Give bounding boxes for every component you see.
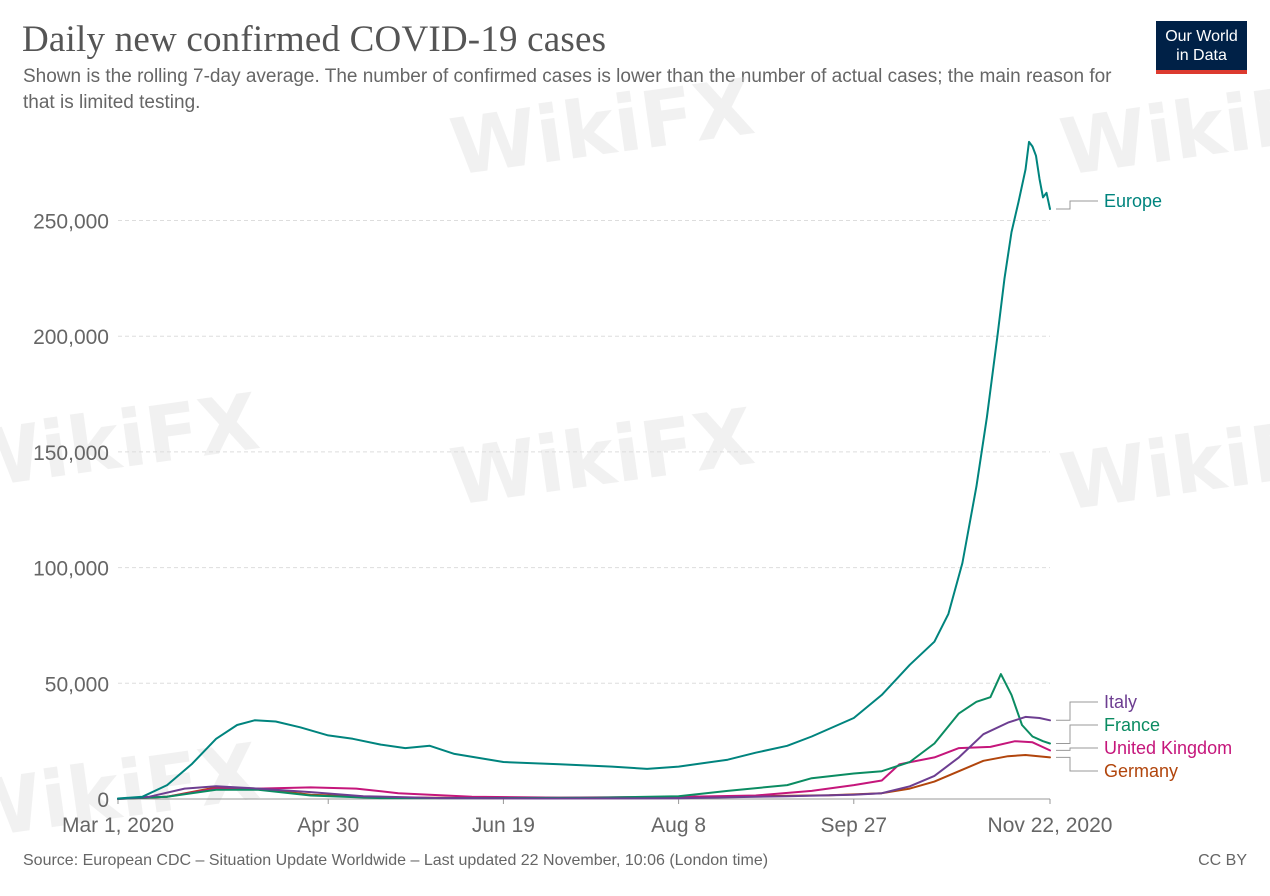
watermark-text: WikiFX (1055, 62, 1270, 194)
label-connector-europe (1056, 200, 1098, 210)
label-connector-france (1056, 724, 1098, 744)
series-line-europe (117, 140, 1051, 800)
series-lines (117, 140, 1051, 800)
y-axis-ticks: 0 50,000 100,000 150,000 200,000 250,000 (33, 211, 109, 812)
series-line-united-kingdom (117, 740, 1051, 800)
source-note: Source: European CDC – Situation Update … (23, 852, 769, 869)
y-tick-label: 0 (97, 789, 109, 812)
label-connector-italy (1056, 701, 1098, 721)
logo-line-1: Our World (1165, 28, 1238, 45)
x-axis: Mar 1, 2020 Apr 30 Jun 19 Aug 8 Sep 27 Nov 22… (62, 798, 1113, 837)
series-label-europe: Europe (1104, 191, 1162, 211)
y-tick-label: 100,000 (33, 558, 109, 581)
series-line-italy (117, 715, 1051, 800)
chart-title: Daily new confirmed COVID-19 cases (22, 19, 607, 60)
license-link[interactable]: CC BY (1198, 852, 1247, 869)
x-tick-label: Apr 30 (297, 814, 359, 837)
x-tick-label: Mar 1, 2020 (62, 814, 174, 837)
y-tick-label: 50,000 (45, 673, 109, 696)
logo-line-2: in Data (1176, 47, 1227, 64)
series-labels: Europe Italy France United Kingdom Germany (1056, 191, 1232, 781)
chart-subtitle: Shown is the rolling 7-day average. The … (23, 66, 1112, 113)
series-line-france (117, 673, 1051, 800)
label-connector-united-kingdom (1056, 747, 1098, 751)
watermark-text: WikiFX (445, 392, 759, 524)
y-tick-label: 150,000 (33, 442, 109, 465)
y-tick-label: 250,000 (33, 211, 109, 234)
label-connector-germany (1056, 756, 1098, 772)
x-tick-label: Aug 8 (651, 814, 706, 837)
watermark-text: WikiFX (1055, 397, 1270, 529)
x-tick-label: Nov 22, 2020 (988, 814, 1113, 837)
series-label-germany: Germany (1104, 761, 1178, 781)
series-label-united-kingdom: United Kingdom (1104, 738, 1232, 758)
series-label-italy: Italy (1104, 692, 1137, 712)
grid-lines (118, 220, 1050, 684)
x-tick-label: Jun 19 (472, 814, 535, 837)
watermark-text: WikiFX (0, 727, 264, 859)
y-tick-label: 200,000 (33, 326, 109, 349)
series-label-france: France (1104, 715, 1160, 735)
watermark-text: WikiFX (445, 62, 759, 194)
owid-logo[interactable]: Our World in Data (1156, 21, 1247, 74)
x-tick-label: Sep 27 (821, 814, 888, 837)
